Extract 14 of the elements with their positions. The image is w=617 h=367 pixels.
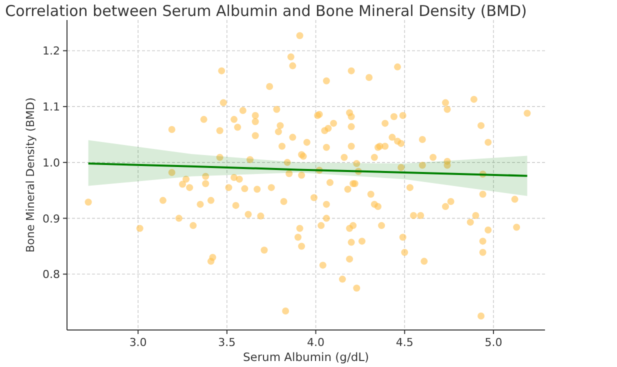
y-tick-label: 1.1 — [42, 100, 60, 114]
y-tick-label: 1.0 — [42, 156, 60, 170]
x-tick-label: 3.5 — [218, 336, 236, 349]
x-tick-label: 3.0 — [129, 336, 147, 349]
y-tick-label: 0.8 — [42, 268, 60, 282]
y-tick-label: 0.9 — [42, 212, 60, 226]
chart-title: Correlation between Serum Albumin and Bone Mineral Density (BMD) — [5, 2, 527, 20]
x-axis-title: Serum Albumin (g/dL) — [242, 350, 370, 364]
y-tick-label: 1.2 — [42, 44, 60, 58]
line-series — [87, 162, 528, 177]
x-tick-label: 4.0 — [307, 336, 325, 349]
y-axis-title: Bone Mineral Density (BMD) — [24, 97, 37, 253]
x-tick-label: 5.0 — [484, 336, 502, 349]
x-tick-label: 4.5 — [396, 336, 414, 349]
